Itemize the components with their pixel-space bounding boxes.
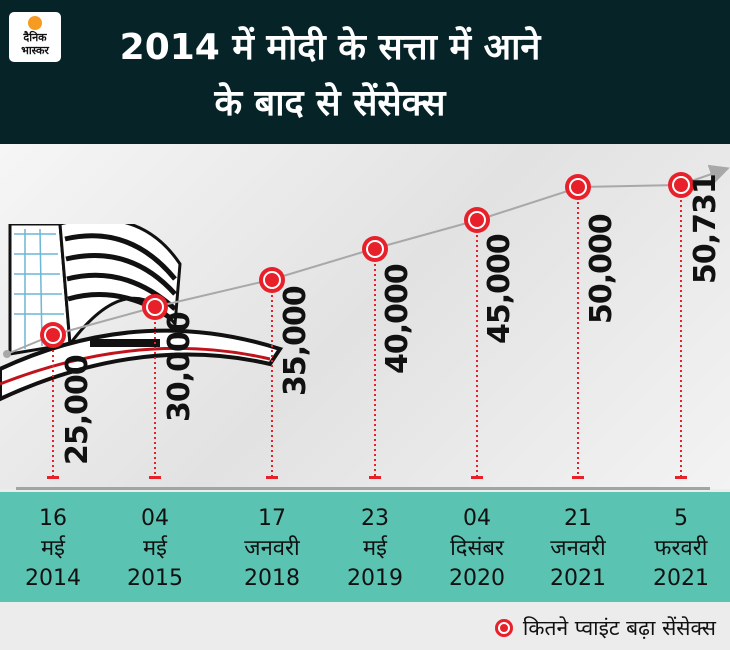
marker-icon bbox=[565, 174, 591, 200]
marker-icon bbox=[142, 294, 168, 320]
logo-text-1: दैनिक bbox=[23, 31, 47, 44]
logo-text-2: भास्कर bbox=[21, 44, 49, 57]
sun-icon bbox=[28, 16, 42, 30]
date-label: 23 मई 2019 bbox=[347, 506, 403, 591]
value-label: 35,000 bbox=[278, 286, 313, 396]
date-label: 04 मई 2015 bbox=[127, 506, 183, 591]
date-label: 5 फरवरी 2021 bbox=[653, 506, 709, 591]
date-label: 04 दिसंबर 2020 bbox=[449, 506, 505, 591]
marker-icon bbox=[362, 236, 388, 262]
chart-area: 25,000 30,000 35,000 40,000 45,000 50,00… bbox=[0, 144, 730, 489]
stock-exchange-building-icon bbox=[0, 224, 284, 402]
chart-title: 2014 में मोदी के सत्ता में आने के बाद से… bbox=[100, 20, 560, 132]
value-label: 50,000 bbox=[584, 214, 619, 324]
data-markers bbox=[40, 172, 694, 348]
marker-icon bbox=[494, 619, 513, 637]
value-label: 30,000 bbox=[162, 312, 197, 422]
dainik-bhaskar-logo: दैनिक भास्कर bbox=[9, 12, 61, 62]
value-label: 40,000 bbox=[380, 264, 415, 374]
date-label: 21 जनवरी 2021 bbox=[550, 506, 606, 591]
marker-icon bbox=[40, 322, 66, 348]
axis-baseline bbox=[16, 487, 710, 490]
date-label: 16 मई 2014 bbox=[25, 506, 81, 591]
marker-icon bbox=[668, 172, 694, 198]
drop-line-ticks bbox=[47, 476, 687, 479]
title-line-2: के बाद से सेंसेक्स bbox=[214, 83, 446, 124]
value-label: 25,000 bbox=[60, 355, 95, 465]
date-band: 16 मई 2014 04 मई 2015 17 जनवरी 2018 23 मई 2019 0… bbox=[0, 492, 730, 602]
value-label: 50,731 bbox=[688, 174, 723, 284]
drop-lines bbox=[52, 185, 682, 478]
marker-icon bbox=[464, 207, 490, 233]
header: दैनिक भास्कर 2014 में मोदी के सत्ता में … bbox=[0, 0, 730, 144]
value-label: 45,000 bbox=[482, 234, 517, 344]
legend-label: कितने प्वाइंट बढ़ा सेंसेक्स bbox=[522, 616, 716, 640]
date-label: 17 जनवरी 2018 bbox=[244, 506, 300, 591]
trend-line-chart bbox=[3, 164, 730, 479]
legend: कितने प्वाइंट बढ़ा सेंसेक्स bbox=[494, 614, 716, 642]
title-line-1: 2014 में मोदी के सत्ता में आने bbox=[119, 27, 541, 68]
marker-icon bbox=[259, 267, 285, 293]
